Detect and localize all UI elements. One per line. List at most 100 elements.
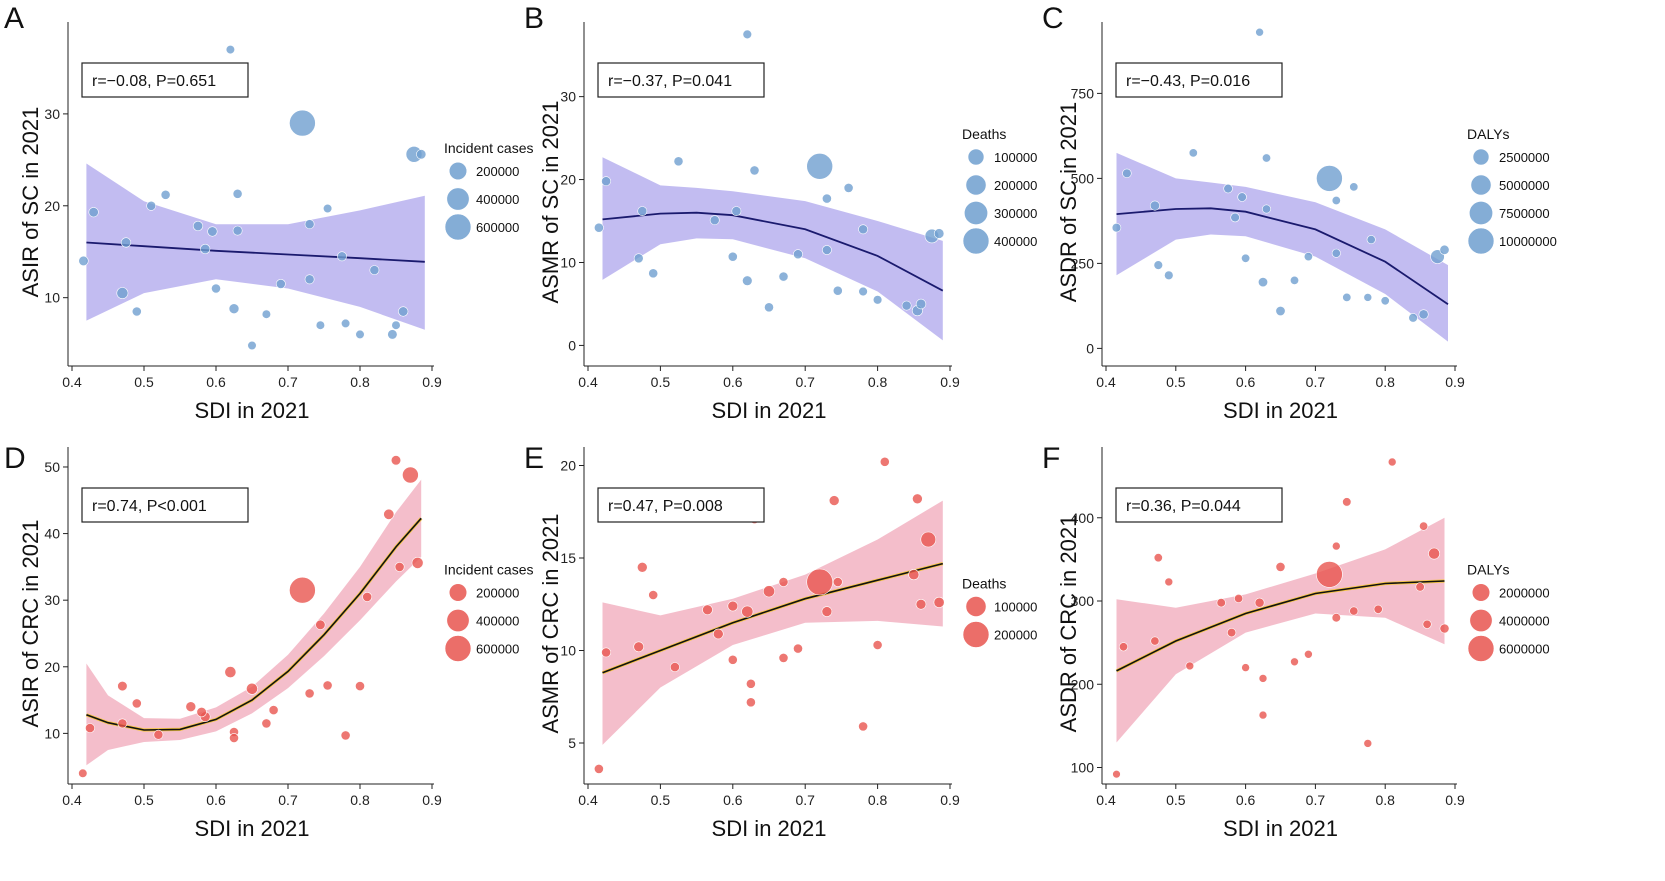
- y-tick-label: 20: [44, 659, 60, 675]
- fit-line: [602, 211, 944, 292]
- data-point: [340, 730, 351, 741]
- legend-label: 100000: [994, 150, 1037, 165]
- data-point: [1241, 663, 1250, 672]
- data-point: [1164, 270, 1174, 280]
- data-point: [304, 688, 315, 699]
- stat-text: r=−0.08, P=0.651: [92, 73, 216, 90]
- x-tick-label: 0.6: [206, 374, 226, 390]
- data-point: [1349, 182, 1359, 192]
- data-point: [1254, 597, 1265, 608]
- panel-b: B 0.4 0.5 0.6 0.7 0.8 0.9 0 10 20 30 SDI in 2021 ASM…: [524, 2, 1037, 423]
- x-tick-label: 0.9: [422, 374, 442, 390]
- data-point: [828, 495, 840, 506]
- y-tick-label: 15: [560, 550, 576, 566]
- legend-key: [962, 621, 990, 648]
- data-point: [117, 718, 128, 729]
- x-axis-title: SDI in 2021: [1223, 398, 1338, 423]
- data-point: [822, 193, 832, 204]
- data-point: [1237, 192, 1247, 202]
- y-tick-label: 5: [568, 735, 576, 751]
- stat-box: [1115, 62, 1283, 98]
- data-point: [1304, 649, 1313, 659]
- x-axis-title: SDI in 2021: [1223, 816, 1338, 841]
- data-point: [872, 295, 883, 305]
- x-tick-label: 0.8: [868, 374, 888, 390]
- data-point: [131, 306, 142, 317]
- legend-label: 200000: [476, 164, 519, 179]
- data-point: [1275, 562, 1286, 572]
- data-point: [323, 203, 333, 214]
- data-point: [778, 271, 789, 282]
- legend-title: Deaths: [962, 576, 1006, 592]
- legend-label: 2500000: [1499, 150, 1550, 165]
- data-point: [1363, 293, 1373, 302]
- data-point: [1216, 598, 1226, 608]
- data-point: [1226, 627, 1237, 638]
- fit-line: [86, 517, 422, 731]
- x-tick-label: 0.6: [206, 792, 226, 808]
- legend-label: 5000000: [1499, 178, 1550, 193]
- y-tick-label: 400: [1071, 510, 1095, 526]
- data-point: [1164, 577, 1174, 587]
- data-point: [601, 176, 611, 187]
- data-point: [1316, 165, 1343, 192]
- legend-label: 10000000: [1499, 234, 1557, 249]
- data-point: [229, 733, 239, 743]
- x-tick-label: 0.6: [1236, 792, 1256, 808]
- data-point: [261, 309, 272, 319]
- data-point: [702, 604, 713, 616]
- x-tick-label: 0.8: [350, 374, 370, 390]
- y-tick-label: 50: [44, 459, 60, 475]
- y-tick-label: 200: [1071, 676, 1095, 692]
- data-point: [1258, 277, 1269, 288]
- data-point: [633, 641, 645, 653]
- data-point: [1366, 235, 1376, 245]
- data-point: [1363, 739, 1373, 748]
- data-point: [268, 705, 279, 715]
- legend-label: 200000: [994, 178, 1037, 193]
- data-point: [594, 222, 604, 233]
- panel-e: E 0.4 0.5 0.6 0.7 0.8 0.9 5 10 15 20 SDI in 2021 ASM…: [524, 442, 1037, 841]
- panel-letter: F: [1042, 442, 1060, 475]
- data-point: [727, 251, 738, 262]
- data-point: [749, 165, 760, 176]
- data-point: [289, 576, 316, 604]
- data-point: [78, 255, 89, 267]
- data-point: [912, 493, 923, 505]
- data-point: [200, 243, 211, 255]
- data-point: [872, 640, 883, 650]
- y-tick-label: 0: [1086, 340, 1094, 356]
- data-point: [1290, 657, 1299, 667]
- data-point: [1415, 582, 1425, 592]
- data-point: [1373, 604, 1383, 614]
- data-point: [637, 206, 648, 216]
- legend-key: [448, 583, 468, 602]
- legend-label: 300000: [994, 206, 1037, 221]
- data-point: [1418, 309, 1429, 320]
- data-point: [1223, 183, 1233, 194]
- x-tick-label: 0.9: [940, 374, 960, 390]
- data-point: [832, 285, 843, 296]
- data-point: [843, 182, 854, 193]
- stat-box: [597, 487, 765, 523]
- y-tick-label: 300: [1071, 593, 1095, 609]
- data-point: [1342, 292, 1352, 302]
- data-point: [131, 698, 142, 709]
- x-tick-label: 0.8: [1375, 374, 1395, 390]
- x-tick-label: 0.6: [723, 374, 743, 390]
- data-point: [1342, 497, 1352, 507]
- data-point: [1153, 553, 1163, 563]
- panel-letter: A: [4, 2, 24, 35]
- data-point: [315, 619, 326, 630]
- data-point: [289, 109, 316, 137]
- x-tick-label: 0.5: [1166, 374, 1186, 390]
- data-point: [1230, 212, 1240, 223]
- y-tick-label: 30: [560, 89, 576, 105]
- y-tick-label: 10: [560, 643, 576, 659]
- data-point: [1122, 168, 1132, 179]
- data-point: [228, 303, 240, 315]
- data-point: [246, 682, 258, 695]
- data-point: [633, 253, 644, 264]
- x-tick-label: 0.7: [1306, 374, 1326, 390]
- legend-title: Incident cases: [444, 562, 534, 578]
